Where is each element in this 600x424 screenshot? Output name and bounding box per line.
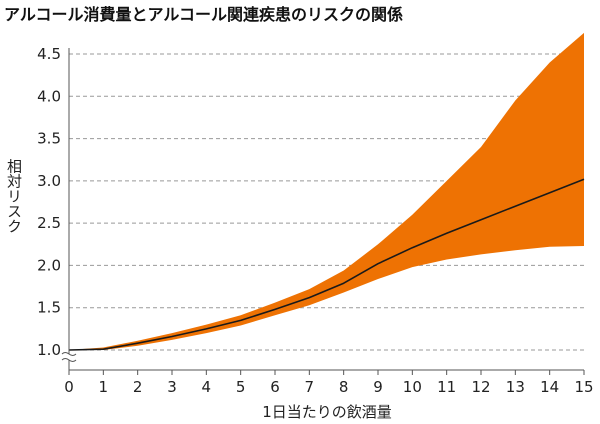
x-tick-label-13: 13 — [506, 378, 525, 396]
y-tick-label-7: 4.5 — [37, 45, 61, 63]
x-tick-label-14: 14 — [540, 378, 559, 396]
x-tick-label-9: 9 — [373, 378, 383, 396]
x-tick-label-3: 3 — [167, 378, 177, 396]
x-tick-label-4: 4 — [202, 378, 212, 396]
y-tick-label-4: 3.0 — [37, 172, 61, 190]
x-tick-label-1: 1 — [99, 378, 109, 396]
x-tick-label-0: 0 — [64, 378, 74, 396]
x-tick-label-12: 12 — [471, 378, 490, 396]
axes — [61, 48, 585, 375]
x-tick-label-10: 10 — [403, 378, 422, 396]
confidence-band — [69, 32, 584, 351]
chart-title: アルコール消費量とアルコール関連疾患のリスクの関係 — [4, 5, 403, 24]
y-tick-label-6: 4.0 — [37, 87, 61, 105]
y-tick-label-2: 2.0 — [37, 256, 61, 274]
x-tick-label-7: 7 — [305, 378, 315, 396]
y-tick-label-0: 1.0 — [37, 341, 61, 359]
relative-risk-line — [68, 178, 585, 351]
x-tick-label-11: 11 — [437, 378, 456, 396]
axis-break-mark — [61, 352, 77, 362]
x-tick-label-6: 6 — [270, 378, 280, 396]
y-axis-label: 相対リスク — [5, 159, 23, 234]
y-tick-label-1: 1.5 — [37, 299, 61, 317]
x-tick-label-15: 15 — [574, 378, 593, 396]
x-tick-label-8: 8 — [339, 378, 349, 396]
confidence-band-layer — [69, 32, 584, 351]
y-tick-label-3: 2.5 — [37, 214, 61, 232]
x-tick-label-5: 5 — [236, 378, 246, 396]
x-tick-labels: 0 1 2 3 4 5 6 7 8 9 10 11 12 13 14 15 — [64, 378, 593, 396]
x-axis-label: 1日当たりの飲酒量 — [262, 403, 392, 421]
x-tick-label-2: 2 — [133, 378, 143, 396]
y-tick-labels: 1.0 1.5 2.0 2.5 3.0 3.5 4.0 4.5 — [37, 45, 61, 359]
line-layer — [68, 178, 585, 351]
y-tick-label-5: 3.5 — [37, 130, 61, 148]
